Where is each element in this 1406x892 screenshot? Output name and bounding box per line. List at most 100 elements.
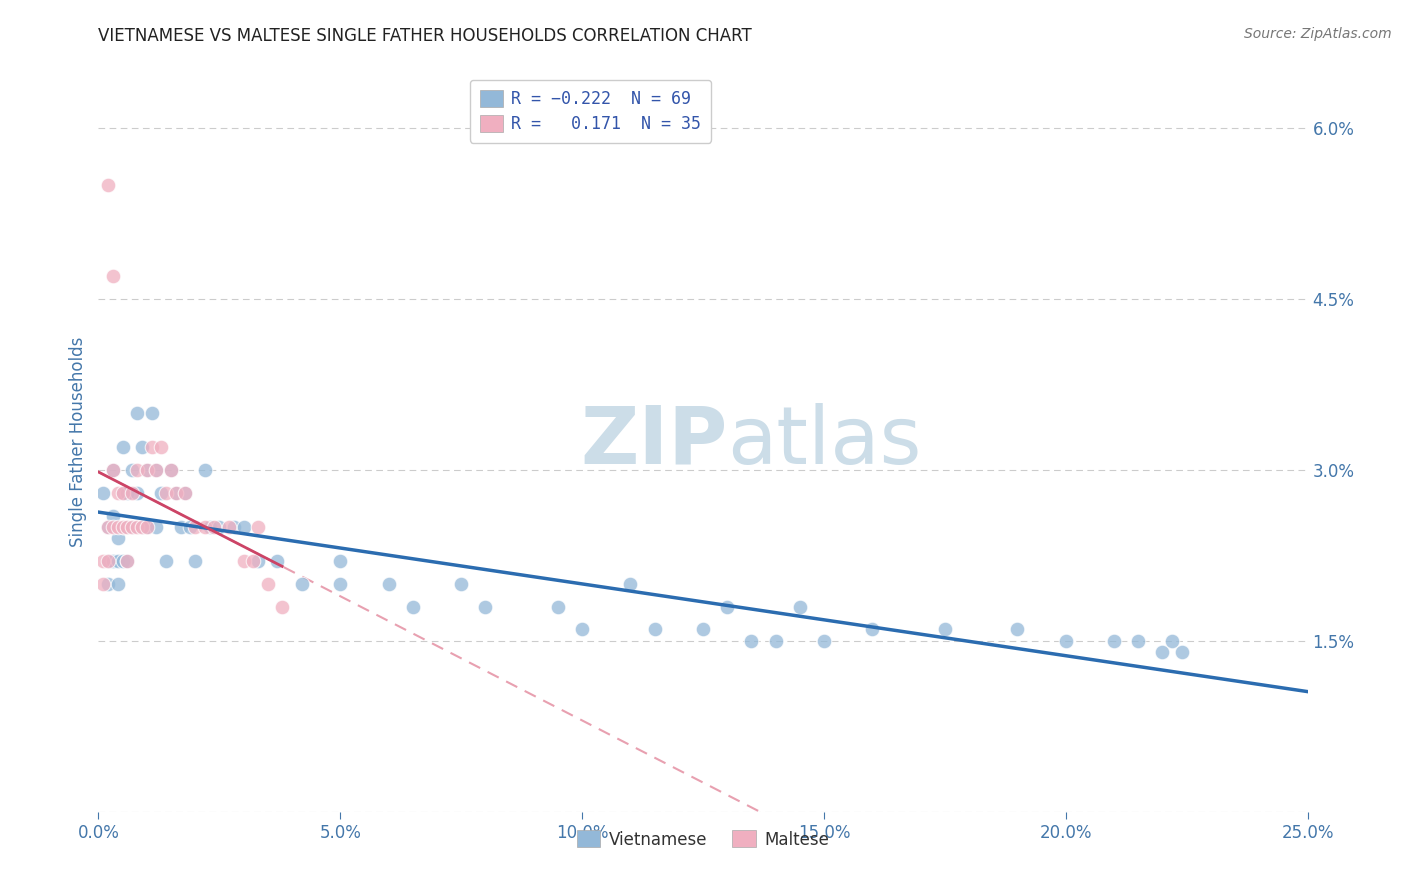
Point: [101, 463, 124, 477]
Point: [247, 554, 270, 568]
Point: [97, 178, 120, 193]
Point: [789, 599, 811, 614]
Point: [329, 554, 352, 568]
Point: [266, 554, 288, 568]
Point: [194, 463, 217, 477]
Point: [135, 520, 157, 534]
Point: [117, 520, 139, 534]
Point: [121, 485, 143, 500]
Point: [101, 463, 124, 477]
Point: [117, 554, 139, 568]
Point: [222, 520, 245, 534]
Point: [1161, 633, 1184, 648]
Point: [150, 440, 173, 454]
Point: [765, 633, 787, 648]
Point: [204, 520, 226, 534]
Point: [107, 554, 129, 568]
Point: [1171, 645, 1194, 659]
Point: [117, 520, 139, 534]
Point: [135, 463, 157, 477]
Point: [111, 554, 134, 568]
Point: [160, 463, 183, 477]
Point: [402, 599, 425, 614]
Point: [91, 554, 114, 568]
Point: [127, 406, 149, 420]
Point: [165, 485, 187, 500]
Point: [934, 623, 956, 637]
Point: [121, 520, 143, 534]
Point: [860, 623, 883, 637]
Point: [194, 520, 217, 534]
Point: [155, 485, 177, 500]
Point: [91, 577, 114, 591]
Point: [150, 485, 173, 500]
Point: [232, 520, 254, 534]
Point: [716, 599, 738, 614]
Point: [135, 463, 157, 477]
Point: [184, 520, 207, 534]
Text: ZIP: ZIP: [579, 402, 727, 481]
Point: [131, 520, 153, 534]
Point: [242, 554, 264, 568]
Point: [131, 520, 153, 534]
Point: [547, 599, 569, 614]
Point: [329, 577, 352, 591]
Point: [97, 520, 120, 534]
Text: atlas: atlas: [727, 402, 921, 481]
Point: [101, 554, 124, 568]
Y-axis label: Single Father Households: Single Father Households: [69, 336, 87, 547]
Point: [174, 485, 197, 500]
Point: [377, 577, 399, 591]
Point: [117, 485, 139, 500]
Text: VIETNAMESE VS MALTESE SINGLE FATHER HOUSEHOLDS CORRELATION CHART: VIETNAMESE VS MALTESE SINGLE FATHER HOUS…: [98, 27, 752, 45]
Point: [145, 463, 167, 477]
Point: [101, 269, 124, 284]
Point: [101, 508, 124, 523]
Point: [247, 520, 270, 534]
Point: [101, 520, 124, 534]
Point: [107, 532, 129, 546]
Point: [1007, 623, 1029, 637]
Point: [131, 440, 153, 454]
Point: [121, 520, 143, 534]
Point: [740, 633, 762, 648]
Point: [97, 520, 120, 534]
Point: [571, 623, 593, 637]
Point: [450, 577, 472, 591]
Point: [141, 406, 163, 420]
Point: [232, 554, 254, 568]
Point: [692, 623, 714, 637]
Point: [1054, 633, 1077, 648]
Point: [117, 554, 139, 568]
Point: [121, 463, 143, 477]
Point: [91, 485, 114, 500]
Point: [169, 520, 191, 534]
Point: [1102, 633, 1125, 648]
Point: [218, 520, 240, 534]
Point: [107, 485, 129, 500]
Point: [271, 599, 294, 614]
Point: [198, 520, 221, 534]
Point: [127, 485, 149, 500]
Point: [111, 485, 134, 500]
Point: [107, 520, 129, 534]
Point: [127, 463, 149, 477]
Legend: Vietnamese, Maltese: Vietnamese, Maltese: [571, 823, 835, 855]
Point: [165, 485, 187, 500]
Point: [141, 440, 163, 454]
Point: [813, 633, 835, 648]
Point: [256, 577, 278, 591]
Point: [474, 599, 496, 614]
Point: [111, 485, 134, 500]
Point: [155, 554, 177, 568]
Point: [290, 577, 312, 591]
Point: [145, 520, 167, 534]
Point: [160, 463, 183, 477]
Point: [97, 554, 120, 568]
Point: [179, 520, 201, 534]
Point: [135, 520, 157, 534]
Point: [184, 554, 207, 568]
Point: [1152, 645, 1174, 659]
Point: [1128, 633, 1150, 648]
Point: [619, 577, 641, 591]
